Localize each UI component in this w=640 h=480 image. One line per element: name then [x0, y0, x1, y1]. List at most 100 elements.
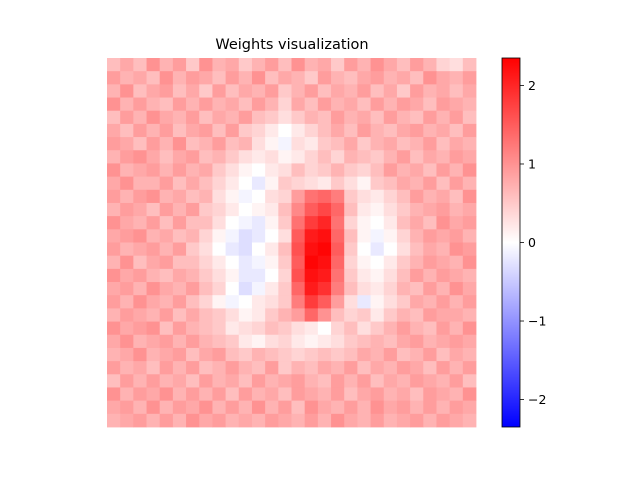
heatmap-cell	[107, 268, 121, 283]
heatmap-cell	[317, 58, 332, 72]
heatmap-cell	[291, 71, 306, 85]
heatmap-cell	[265, 71, 279, 85]
heatmap-cell	[199, 268, 213, 283]
heatmap-cell	[436, 110, 451, 125]
heatmap-cell	[436, 268, 451, 283]
colorbar-ticks: 2 1 0 −1 −2	[520, 78, 546, 407]
heatmap-cell	[344, 282, 358, 296]
heatmap-cell	[344, 58, 358, 72]
heatmap-cell	[265, 387, 279, 402]
heatmap-cell	[212, 137, 227, 151]
heatmap-cell	[199, 347, 213, 362]
heatmap-cell	[423, 137, 437, 151]
heatmap-cell	[396, 255, 411, 270]
heatmap-cell	[449, 189, 464, 204]
heatmap-cell	[383, 242, 398, 257]
colorbar-tick-label: 2	[528, 78, 536, 93]
heatmap-cell	[410, 163, 424, 178]
heatmap-cell	[357, 189, 371, 204]
heatmap-cell	[107, 150, 121, 164]
heatmap-cell	[462, 242, 477, 257]
heatmap-cell	[317, 361, 332, 375]
colorbar-tick-label: −1	[528, 314, 546, 329]
heatmap-cell	[344, 374, 358, 388]
heatmap-cell	[304, 229, 319, 243]
colorbar-tick-label: 1	[528, 156, 536, 171]
heatmap-cell	[120, 176, 134, 191]
heatmap-cell	[423, 308, 437, 322]
heatmap-cell	[199, 202, 213, 217]
heatmap-cell	[449, 58, 464, 72]
heatmap-cell	[265, 361, 279, 375]
heatmap-cell	[278, 308, 292, 322]
heatmap-cell	[265, 97, 279, 112]
heatmap-cell	[238, 413, 253, 428]
heatmap-cell	[107, 321, 121, 336]
heatmap-cell	[344, 255, 358, 270]
heatmap-cell	[225, 347, 240, 362]
heatmap-cell	[225, 202, 240, 217]
heatmap-cell	[423, 321, 437, 336]
heatmap-cell	[396, 176, 411, 191]
heatmap-cell	[278, 321, 292, 336]
heatmap-cell	[107, 163, 121, 178]
heatmap-cell	[436, 387, 451, 402]
heatmap-cell	[133, 150, 147, 164]
heatmap-cell	[265, 84, 279, 98]
heatmap-cell	[317, 347, 332, 362]
heatmap-cell	[423, 176, 437, 191]
heatmap-cell	[436, 308, 451, 322]
heatmap-cell	[370, 202, 385, 217]
heatmap-cell	[225, 374, 240, 388]
heatmap-cell	[410, 189, 424, 204]
heatmap-cell	[291, 400, 306, 415]
heatmap-cell	[410, 110, 424, 125]
heatmap-cell	[107, 387, 121, 402]
heatmap-cell	[278, 229, 292, 243]
heatmap-cell	[238, 150, 253, 164]
heatmap-cell	[225, 71, 240, 85]
heatmap-cell	[199, 189, 213, 204]
heatmap-cell	[159, 84, 174, 98]
heatmap-cell	[436, 255, 451, 270]
heatmap-cell	[133, 216, 147, 230]
heatmap-cell	[238, 282, 253, 296]
heatmap-cell	[304, 97, 319, 112]
heatmap-cell	[423, 374, 437, 388]
heatmap-cell	[159, 255, 174, 270]
heatmap-cell	[199, 413, 213, 428]
heatmap-cell	[462, 123, 477, 138]
heatmap-cell	[304, 255, 319, 270]
heatmap-cell	[304, 400, 319, 415]
heatmap-cell	[225, 321, 240, 336]
heatmap-cell	[383, 163, 398, 178]
heatmap-cell	[304, 84, 319, 98]
heatmap-cell	[370, 387, 385, 402]
heatmap-cell	[278, 242, 292, 257]
heatmap-cell	[357, 295, 371, 309]
heatmap-cell	[251, 97, 266, 112]
heatmap-cell	[199, 84, 213, 98]
heatmap-cell	[225, 268, 240, 283]
heatmap-cell	[410, 321, 424, 336]
heatmap-cell	[423, 110, 437, 125]
heatmap-cell	[291, 374, 306, 388]
heatmap-cell	[186, 97, 200, 112]
heatmap-cell	[186, 216, 200, 230]
heatmap-cell	[120, 97, 134, 112]
heatmap-cell	[251, 295, 266, 309]
heatmap-cell	[370, 58, 385, 72]
heatmap-cell	[225, 137, 240, 151]
heatmap-cell	[107, 229, 121, 243]
heatmap-cell	[120, 242, 134, 257]
heatmap-cell	[423, 71, 437, 85]
heatmap-cell	[410, 97, 424, 112]
heatmap-cell	[199, 387, 213, 402]
heatmap-cell	[265, 308, 279, 322]
heatmap-cell	[107, 295, 121, 309]
heatmap-cell	[396, 374, 411, 388]
heatmap-cell	[357, 268, 371, 283]
heatmap-cell	[278, 334, 292, 349]
heatmap-cell	[172, 400, 187, 415]
heatmap-cell	[159, 321, 174, 336]
